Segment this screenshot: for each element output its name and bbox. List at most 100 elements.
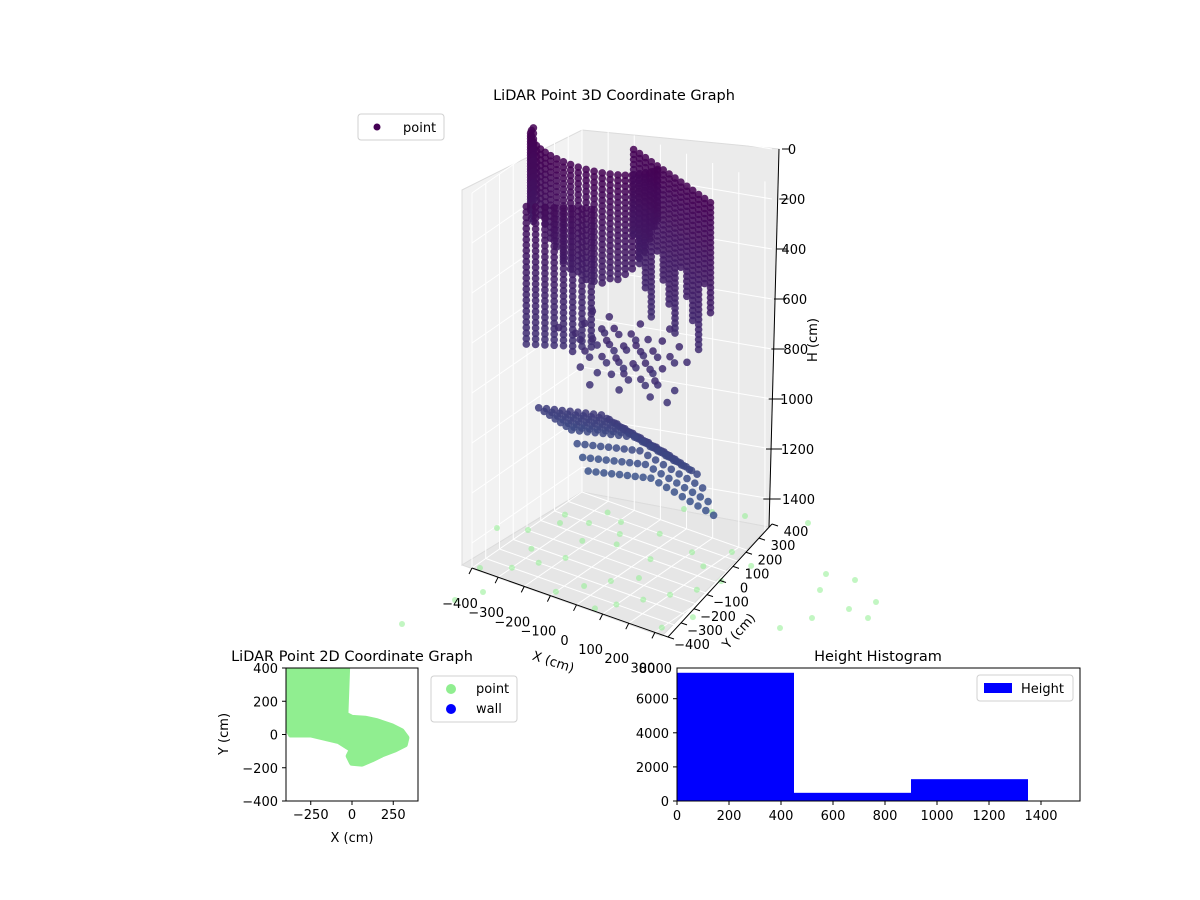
axis-ticks-3d: 0200400600800100012001400−400−300−200−10…	[442, 143, 815, 676]
point-3d	[633, 459, 642, 468]
point-3d	[531, 258, 540, 266]
x-tick	[651, 632, 656, 639]
point-3d	[559, 220, 568, 229]
point-3d	[554, 323, 563, 332]
point-3d	[559, 163, 568, 172]
point-3d	[591, 428, 599, 437]
point-3d	[685, 465, 694, 474]
point-3d	[582, 165, 590, 174]
point-3d	[675, 343, 684, 351]
point-3d	[590, 178, 598, 187]
point-3d	[582, 171, 590, 179]
point-3d	[529, 162, 538, 171]
point-3d	[598, 229, 606, 238]
point-3d	[688, 316, 697, 325]
point-3d	[614, 248, 622, 256]
point-3d	[571, 329, 580, 338]
point-3d	[522, 296, 531, 304]
y-tick	[745, 551, 753, 555]
point-3d	[559, 169, 568, 177]
point-3d	[627, 330, 635, 338]
point-3d	[575, 427, 584, 435]
y-tick-label-2d: −200	[242, 762, 278, 777]
point-3d	[578, 227, 586, 235]
legend-marker-point-2d	[446, 684, 456, 694]
point-3d	[606, 241, 614, 250]
point-3d	[559, 185, 568, 194]
point-3d	[605, 313, 614, 321]
point-3d	[587, 299, 596, 307]
point-3d	[559, 270, 568, 279]
axes-3d: 0200400600800100012001400−400−300−200−10…	[357, 88, 879, 676]
point-3d	[559, 180, 568, 188]
point-3d	[522, 263, 531, 271]
point-3d	[606, 214, 614, 222]
point-3d	[531, 307, 540, 316]
title-histogram: Height Histogram	[814, 649, 942, 665]
x-tick-label: −200	[494, 615, 530, 630]
point-3d	[559, 253, 568, 262]
point-3d	[541, 286, 549, 294]
point-3d	[646, 393, 654, 401]
point-3d	[628, 259, 637, 268]
point-3d	[621, 243, 630, 251]
point-3d	[522, 323, 531, 332]
point-3d	[621, 259, 630, 268]
y-tick	[693, 608, 701, 612]
point-3d	[550, 209, 558, 218]
point-3d	[606, 269, 614, 277]
point-3d	[529, 184, 538, 193]
point-3d	[541, 269, 549, 278]
y-tick-label-hist: 4000	[636, 727, 669, 742]
point-3d	[587, 277, 596, 285]
point-3d	[559, 275, 568, 284]
point-3d	[568, 248, 577, 257]
point-3d	[696, 493, 705, 501]
point-3d	[578, 205, 586, 213]
point-3d	[552, 177, 561, 185]
point-3d	[606, 197, 614, 206]
point-3d	[606, 230, 614, 239]
point-3d	[621, 237, 630, 246]
x-tick-label-hist: 0	[673, 809, 681, 824]
point-3d	[541, 231, 549, 239]
point-3d	[587, 321, 596, 329]
point-3d	[574, 185, 582, 193]
point-3d	[531, 252, 540, 261]
plot-frame-histogram	[676, 667, 1081, 802]
point-3d	[622, 432, 631, 441]
projection-point	[681, 506, 687, 512]
legend-2d: point wall	[430, 675, 518, 723]
projection-point	[586, 520, 592, 526]
projection-point	[748, 562, 755, 569]
point-3d	[598, 185, 606, 194]
point-3d	[541, 214, 549, 223]
x-tick-label-hist: 400	[769, 809, 794, 824]
point-3d	[550, 259, 558, 267]
point-3d	[614, 270, 622, 278]
x-axis-line	[471, 567, 669, 638]
point-3d	[574, 179, 582, 188]
x-tick	[546, 595, 551, 602]
point-3d	[541, 264, 549, 272]
projection-point	[656, 530, 663, 537]
z-axis-label: H (cm)	[806, 318, 821, 362]
point-3d	[619, 364, 628, 373]
point-3d	[556, 418, 565, 427]
point-3d	[614, 198, 622, 207]
point-3d	[550, 242, 558, 251]
point-3d	[641, 381, 650, 390]
point-3d	[688, 488, 697, 497]
y-axis-label-2d: Y (cm)	[217, 713, 232, 756]
point-3d	[614, 264, 622, 273]
point-3d	[614, 259, 622, 267]
point-3d	[610, 324, 618, 333]
projection-point	[693, 586, 700, 593]
z-tick-label: 200	[781, 193, 806, 208]
point-3d	[531, 274, 540, 283]
point-3d	[550, 270, 558, 278]
y-tick-label-2d: 400	[253, 662, 278, 677]
point-3d	[606, 247, 614, 255]
point-3d	[552, 188, 561, 196]
point-3d	[531, 203, 540, 211]
